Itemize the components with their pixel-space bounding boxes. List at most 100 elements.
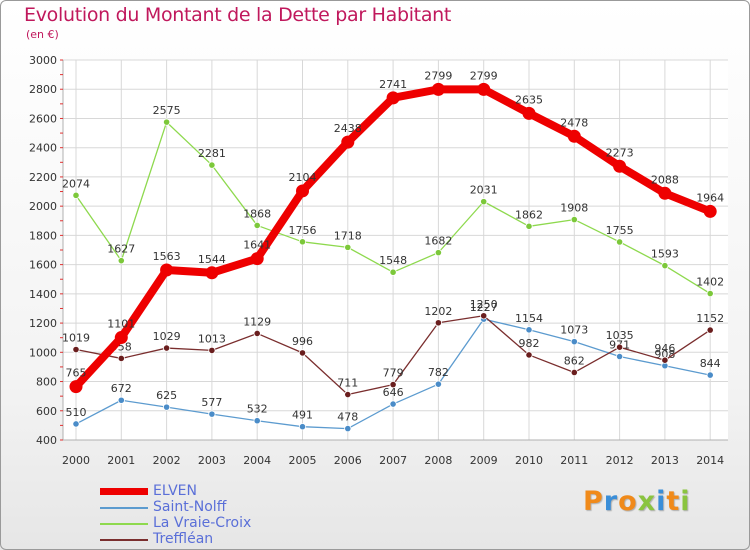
data-point xyxy=(163,344,171,352)
proxiti-logo[interactable]: Proxiti xyxy=(583,486,691,517)
data-label: 1682 xyxy=(424,235,452,248)
legend-swatch xyxy=(100,488,148,495)
data-point xyxy=(253,221,261,230)
data-point xyxy=(208,161,216,169)
data-point xyxy=(706,289,714,298)
data-point xyxy=(615,238,624,246)
x-tick-label: 2011 xyxy=(560,454,588,467)
logo-letter: i xyxy=(656,486,667,517)
data-label: 1548 xyxy=(379,254,407,267)
data-point xyxy=(661,262,669,270)
legend-label: Treffléan xyxy=(153,531,214,547)
data-point xyxy=(117,354,125,363)
data-point xyxy=(208,346,216,355)
data-label: 491 xyxy=(292,409,313,422)
data-label: 1227 xyxy=(470,301,498,314)
data-point xyxy=(703,204,717,218)
data-label: 1250 xyxy=(470,298,498,311)
data-point xyxy=(296,184,309,198)
x-tick-label: 2002 xyxy=(153,454,181,467)
x-tick-label: 2008 xyxy=(424,454,452,467)
legend-swatch xyxy=(100,507,148,509)
series-elven: 765 1101 1563 1544 1641 2104 2438 2741 2799 2799 2… xyxy=(66,69,724,394)
y-tick-label: 1600 xyxy=(29,259,57,272)
data-label: 711 xyxy=(337,377,358,390)
logo-letter: o xyxy=(618,486,638,517)
data-point xyxy=(117,396,125,404)
data-point xyxy=(522,106,536,120)
x-tick-label: 2001 xyxy=(107,454,135,467)
data-label: 2478 xyxy=(560,116,588,129)
data-label: 2088 xyxy=(651,173,679,186)
data-label: 1544 xyxy=(198,253,226,266)
data-label: 765 xyxy=(66,367,87,380)
data-point xyxy=(567,129,581,143)
data-point xyxy=(480,198,488,206)
data-point xyxy=(615,343,624,351)
data-label: 1035 xyxy=(606,329,634,342)
data-label: 2104 xyxy=(289,171,317,184)
logo-letter: P xyxy=(583,486,604,517)
data-label: 1129 xyxy=(243,315,271,328)
data-point xyxy=(250,252,264,266)
legend-item: La Vraie-Croix xyxy=(100,515,340,532)
data-label: 1627 xyxy=(107,243,135,256)
x-tick-label: 2004 xyxy=(243,454,271,467)
data-label: 2741 xyxy=(379,78,407,91)
y-tick-label: 2600 xyxy=(29,112,57,125)
data-label: 478 xyxy=(337,411,358,424)
data-point xyxy=(298,238,307,246)
data-label: 1073 xyxy=(560,324,588,337)
data-label: 625 xyxy=(156,389,177,402)
data-point xyxy=(658,186,672,200)
data-point xyxy=(208,410,216,418)
data-point xyxy=(386,91,400,105)
data-label: 996 xyxy=(292,335,313,348)
data-point xyxy=(525,351,533,359)
data-label: 1202 xyxy=(424,305,452,318)
data-point xyxy=(344,243,352,251)
data-point xyxy=(344,424,352,433)
data-label: 946 xyxy=(654,342,675,355)
data-point xyxy=(570,338,578,346)
data-label: 782 xyxy=(428,366,449,379)
data-label: 1013 xyxy=(198,332,226,345)
legend-label: Saint-Nolff xyxy=(153,499,227,515)
x-tick-label: 2007 xyxy=(379,454,407,467)
data-point xyxy=(434,380,442,388)
data-point xyxy=(615,352,624,361)
data-label: 1718 xyxy=(334,229,362,242)
legend-item: ELVEN xyxy=(100,483,340,500)
data-label: 510 xyxy=(66,406,87,419)
data-label: 1908 xyxy=(560,202,588,215)
data-point xyxy=(706,326,714,334)
data-label: 908 xyxy=(654,348,675,361)
logo-letter: t xyxy=(666,486,681,517)
data-label: 1154 xyxy=(515,312,543,325)
y-tick-label: 2400 xyxy=(29,142,57,155)
data-label: 646 xyxy=(383,386,404,399)
y-tick-label: 400 xyxy=(36,434,57,447)
y-tick-label: 1800 xyxy=(29,229,57,242)
data-point xyxy=(613,159,627,173)
data-point xyxy=(72,345,80,354)
data-label: 1964 xyxy=(696,191,724,204)
data-label: 779 xyxy=(383,367,404,380)
data-label: 862 xyxy=(564,354,585,367)
data-label: 1641 xyxy=(243,239,271,252)
data-point xyxy=(298,423,307,431)
data-point xyxy=(525,326,533,334)
data-point xyxy=(570,216,578,224)
logo-letter: i xyxy=(680,486,691,517)
y-tick-label: 2000 xyxy=(29,200,57,213)
data-label: 844 xyxy=(700,357,721,370)
data-point xyxy=(341,135,355,149)
data-point xyxy=(69,380,83,394)
data-point xyxy=(570,368,578,377)
data-point xyxy=(72,191,80,199)
data-label: 2281 xyxy=(198,147,226,160)
data-point xyxy=(163,118,171,126)
legend-swatch xyxy=(100,523,148,525)
y-tick-label: 1000 xyxy=(29,346,57,359)
